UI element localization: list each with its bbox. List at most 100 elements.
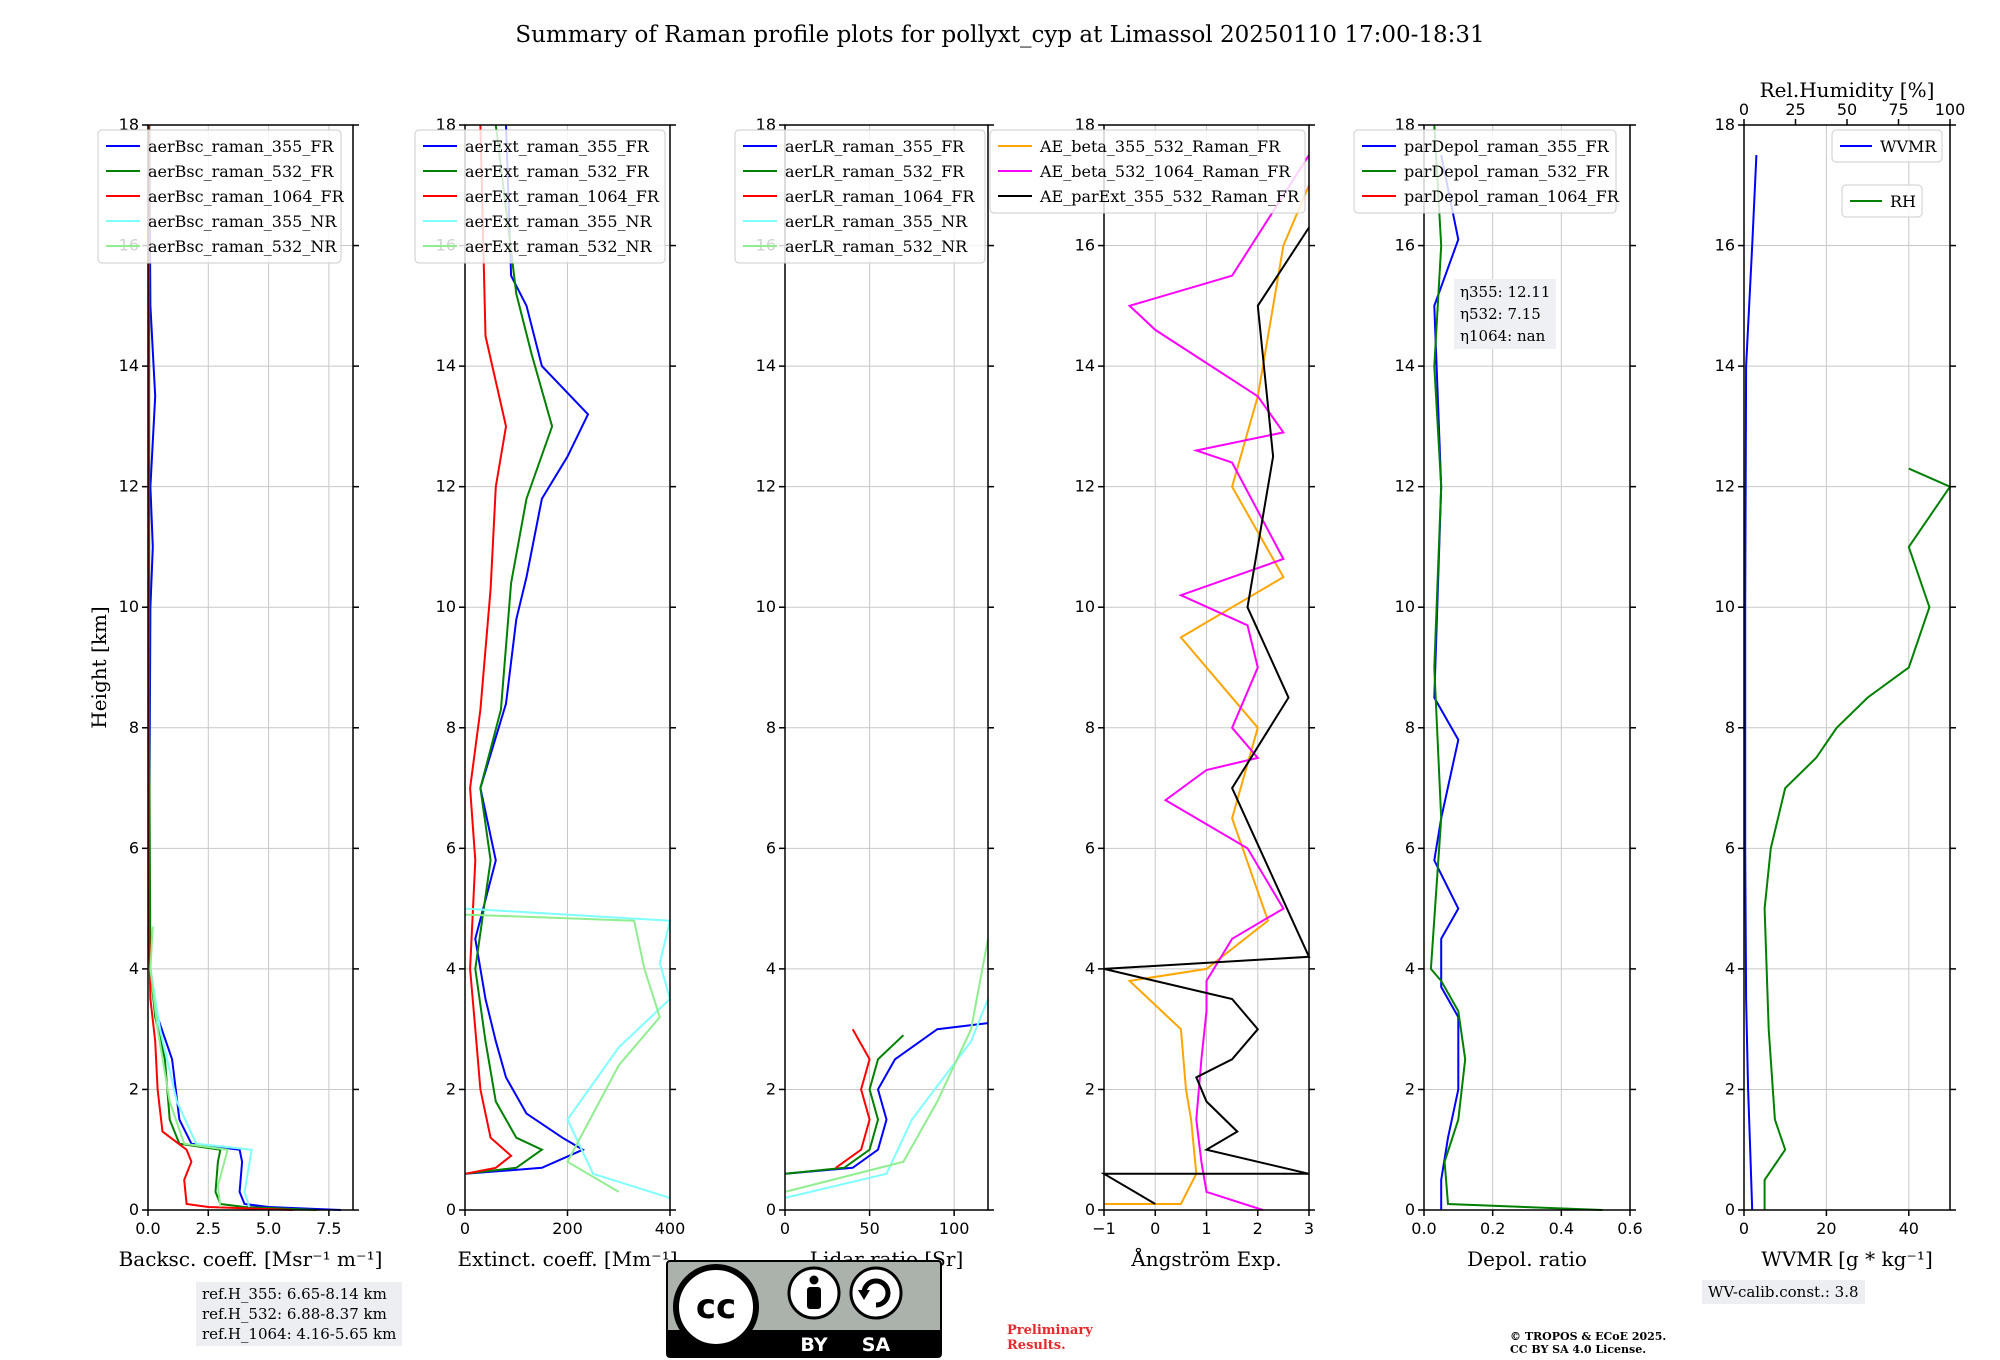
cc-logo-icon (673, 1264, 759, 1350)
x-tick-label: −1 (1092, 1219, 1116, 1238)
eta-box: η355: 12.11 η532: 7.15 η1064: nan (1454, 279, 1557, 349)
legend-label: aerBsc_raman_532_FR (148, 162, 334, 181)
y-tick-label: 0 (446, 1200, 456, 1219)
y-tick-label: 14 (1395, 356, 1415, 375)
legend-label: aerLR_raman_355_NR (785, 212, 968, 231)
x2-tick-label: 50 (1837, 100, 1857, 119)
y-axis-label: Height [km] (87, 606, 111, 728)
legend-label: aerLR_raman_1064_FR (785, 187, 975, 206)
series-RH (1763, 467, 1952, 1210)
x-tick-label: 0.0 (1411, 1219, 1436, 1238)
legend-label: parDepol_raman_1064_FR (1404, 187, 1620, 206)
legend-label: aerBsc_raman_532_NR (148, 237, 337, 256)
legend-box (97, 129, 342, 264)
copyright-line-2: CC BY SA 4.0 License. (1510, 1343, 1647, 1356)
x-axis-label: WVMR [g * kg⁻¹] (1761, 1247, 1933, 1271)
y-tick-label: 12 (1715, 477, 1735, 496)
x-tick-label: 0.2 (1480, 1219, 1505, 1238)
y-tick-label: 18 (119, 115, 139, 134)
y-tick-label: 14 (119, 356, 139, 375)
y-tick-label: 8 (129, 718, 139, 737)
y-tick-label: 6 (1405, 838, 1415, 857)
y-tick-label: 6 (446, 838, 456, 857)
y-tick-label: 0 (1405, 1200, 1415, 1219)
copyright-note: © TROPOS & ECoE 2025. CC BY SA 4.0 Licen… (1510, 1330, 1666, 1356)
y-tick-label: 8 (446, 718, 456, 737)
y-tick-label: 4 (1085, 959, 1095, 978)
y-tick-label: 4 (1725, 959, 1735, 978)
legend-label: aerBsc_raman_355_NR (148, 212, 337, 231)
legend-box (989, 129, 1306, 214)
x-tick-label: 0.6 (1617, 1219, 1642, 1238)
legend-label: aerExt_raman_355_NR (465, 212, 653, 231)
axes-frame (1423, 124, 1631, 1211)
x-tick-label: 0.0 (135, 1219, 160, 1238)
y-tick-label: 8 (1725, 718, 1735, 737)
x-axis-label: Backsc. coeff. [Msr⁻¹ m⁻¹] (119, 1247, 383, 1271)
preliminary-note: Preliminary Results. (1007, 1323, 1093, 1353)
panel-ext: 0246810121416180200400Extinct. coeff. [M… (414, 115, 685, 1271)
wv-calib-const: WV-calib.const.: 3.8 (1708, 1283, 1859, 1301)
y-tick-label: 4 (129, 959, 139, 978)
series-aerExt_raman_532_FR (464, 124, 554, 1175)
eta-1064: η1064: nan (1460, 327, 1546, 345)
y-tick-label: 6 (766, 838, 776, 857)
axes-frame (784, 124, 989, 1211)
y-tick-label: 10 (119, 597, 139, 616)
legend-label: aerExt_raman_532_NR (465, 237, 653, 256)
y-tick-label: 12 (1395, 477, 1415, 496)
x-tick-label: 40 (1899, 1219, 1919, 1238)
y-tick-label: 0 (766, 1200, 776, 1219)
y-tick-label: 18 (1075, 115, 1095, 134)
y-tick-label: 2 (446, 1079, 456, 1098)
x-tick-label: 0.4 (1549, 1219, 1574, 1238)
y-tick-label: 2 (766, 1079, 776, 1098)
y-tick-label: 8 (766, 718, 776, 737)
figure-title: Summary of Raman profile plots for polly… (515, 22, 1485, 48)
series-aerLR_raman_532_NR (784, 938, 989, 1193)
y-tick-label: 18 (1715, 115, 1735, 134)
series-aerBsc_raman_532_NR (149, 926, 229, 1208)
x2-tick-label: 25 (1785, 100, 1805, 119)
y-tick-label: 4 (446, 959, 456, 978)
y-tick-label: 2 (1405, 1079, 1415, 1098)
y-tick-label: 6 (1085, 838, 1095, 857)
legend-box (1353, 129, 1617, 214)
panel-depol: 0 2 4 6 8 10 12 14 16 18 0.0 0.2 0.4 0.6 Depol. ratio p… (1353, 115, 1643, 1271)
y-tick-label: 6 (129, 838, 139, 857)
legend-label: aerBsc_raman_355_FR (148, 137, 334, 156)
y-tick-label: 2 (1085, 1079, 1095, 1098)
legend-label: RH (1890, 192, 1916, 211)
legend-label: aerLR_raman_355_FR (785, 137, 965, 156)
x-tick-label: 7.5 (316, 1219, 341, 1238)
preliminary-line-1: Preliminary (1007, 1323, 1093, 1338)
legend-label: aerExt_raman_532_FR (465, 162, 650, 181)
series-aerBsc_raman_355_FR (148, 124, 341, 1211)
y-tick-label: 18 (436, 115, 456, 134)
y-tick-label: 6 (1725, 838, 1735, 857)
legend-label: aerExt_raman_355_FR (465, 137, 650, 156)
series-aerLR_raman_355_NR (784, 998, 989, 1199)
series-aerLR_raman_532_FR (784, 1034, 905, 1175)
x2-tick-label: 75 (1888, 100, 1908, 119)
series-parDepol_raman_355_FR (1433, 154, 1460, 1210)
eta-355: η355: 12.11 (1460, 283, 1551, 301)
x-tick-label: 20 (1816, 1219, 1836, 1238)
ref-height-532: ref.H_532: 6.88-8.37 km (202, 1305, 387, 1323)
series-AE_parExt_355_532_Raman_FR (1100, 226, 1311, 1205)
reference-height-box: ref.H_355: 6.65-8.14 km ref.H_532: 6.88-… (196, 1282, 403, 1346)
panel-lr: 024681012141618050100Lidar ratio [Sr]aer… (734, 115, 994, 1271)
series-AE_beta_532_1064_Raman_FR (1127, 154, 1310, 1211)
y-tick-label: 10 (436, 597, 456, 616)
series-aerBsc_raman_355_NR (149, 968, 253, 1208)
axes-frame (1743, 124, 1951, 1211)
x2-axis-label: Rel.Humidity [%] (1760, 78, 1935, 102)
legend-label: aerExt_raman_1064_FR (465, 187, 660, 206)
series-aerBsc_raman_1064_FR (147, 124, 293, 1211)
y-tick-label: 14 (1715, 356, 1735, 375)
wv-calib-box: WV-calib.const.: 3.8 (1702, 1280, 1865, 1304)
cc-label-sa: SA (862, 1334, 891, 1356)
